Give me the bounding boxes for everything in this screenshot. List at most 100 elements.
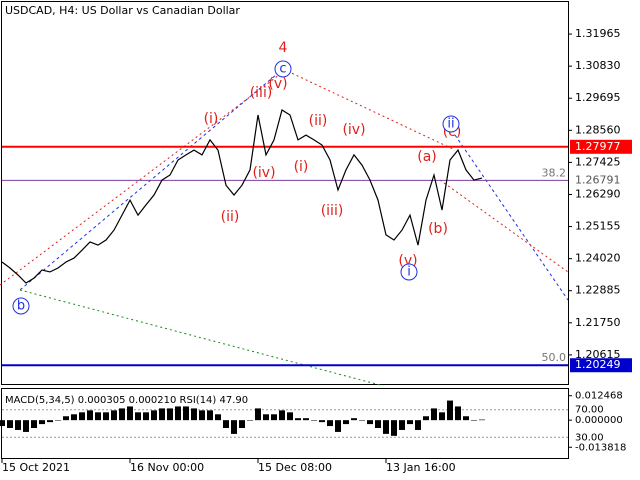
histogram-bar <box>351 418 357 421</box>
chart-title: USDCAD, H4: US Dollar vs Canadian Dollar <box>5 4 240 17</box>
histogram-bar <box>255 408 261 421</box>
histogram-bar <box>111 410 117 421</box>
histogram-bar <box>0 420 5 427</box>
histogram-bar <box>479 419 485 421</box>
main-frame <box>1 1 569 385</box>
y-tick-label: -0.013818 <box>575 442 626 453</box>
rsi-level-label: 70.00 <box>575 405 604 416</box>
wave-label: (i) <box>204 111 219 127</box>
histogram-bar <box>359 420 365 421</box>
y-tick-label: 1.30830 <box>575 59 621 72</box>
histogram-bar <box>447 400 453 421</box>
histogram-bar <box>87 410 93 421</box>
wave-label: (iv) <box>252 165 275 181</box>
histogram-bar <box>63 416 69 421</box>
wave-label: (ii) <box>309 113 328 129</box>
wave-label: (b) <box>428 221 448 237</box>
histogram-bar <box>215 414 221 421</box>
histogram-bar <box>7 420 13 429</box>
level-label: 1.26791 <box>575 173 621 186</box>
fib-label: 38.2 <box>542 166 567 179</box>
histogram-bar <box>175 406 181 421</box>
wave-label: (iv) <box>342 122 365 138</box>
y-tick-label: 1.20615 <box>575 348 621 361</box>
y-tick-label: 1.22885 <box>575 284 621 297</box>
y-tick-label: 1.21750 <box>575 316 621 329</box>
histogram-bar <box>127 406 133 421</box>
x-tick-label: 15 Oct 2021 <box>2 461 70 474</box>
level-tag <box>570 139 632 154</box>
histogram-bar <box>15 420 21 430</box>
histogram-bar <box>39 420 45 425</box>
histogram-bar <box>399 420 405 430</box>
level-label: 1.20249 <box>575 358 621 371</box>
trend-line <box>19 289 381 386</box>
histogram-bar <box>471 420 477 421</box>
y-tick-label: 1.29695 <box>575 91 621 104</box>
y-tick-label: 1.25155 <box>575 220 621 233</box>
wave-circle <box>442 115 460 133</box>
histogram-bar <box>55 420 61 421</box>
histogram-bar <box>143 412 149 421</box>
histogram-bar <box>31 420 37 429</box>
y-tick-label: 1.28560 <box>575 123 621 136</box>
histogram-bar <box>151 410 157 421</box>
histogram-bar <box>439 412 445 421</box>
wave-lines <box>0 68 569 386</box>
price-line <box>1 109 483 284</box>
y-tick-label: 1.27425 <box>575 155 621 168</box>
histogram-bar <box>407 420 413 425</box>
histogram-bar <box>303 418 309 421</box>
rsi-level-label: 30.00 <box>575 432 604 443</box>
wave-label: (iii) <box>321 203 344 219</box>
y-tick-label: 1.26290 <box>575 187 621 200</box>
y-tick-label: 1.24020 <box>575 252 621 265</box>
wave-label: (iii) <box>250 85 273 101</box>
histogram-bar <box>103 412 109 421</box>
wave-label: (ii) <box>221 209 240 225</box>
wave-circle <box>12 297 30 315</box>
wave-label: 4 <box>279 40 288 56</box>
histogram-bar <box>247 420 253 421</box>
wave-label: i <box>407 265 411 280</box>
histogram-bar <box>167 408 173 421</box>
histogram-bar <box>79 412 85 421</box>
histogram-bar <box>119 408 125 421</box>
histogram-bar <box>463 416 469 421</box>
histogram-bar <box>207 410 213 421</box>
wave-label: c <box>279 62 286 77</box>
trend-line <box>282 68 456 151</box>
y-tick-label: 0.000000 <box>575 415 623 426</box>
trend-line <box>0 71 284 286</box>
histogram-bar <box>295 418 301 421</box>
histogram-bar <box>375 420 381 429</box>
histogram-bar <box>223 420 229 429</box>
histogram-bar <box>391 420 397 436</box>
histogram-bar <box>311 420 317 421</box>
indicator-title: MACD(5,34,5) 0.000305 0.000210 RSI(14) 4… <box>5 395 248 406</box>
histogram-bar <box>239 420 245 429</box>
histogram-bar <box>423 416 429 421</box>
wave-label: (a) <box>417 149 437 165</box>
wave-circle <box>400 263 418 281</box>
histogram-bar <box>287 412 293 421</box>
histogram-bar <box>263 414 269 421</box>
y-tick-label: 0.012468 <box>575 391 623 402</box>
histogram-bar <box>199 410 205 421</box>
histogram-bar <box>191 408 197 421</box>
histogram-bar <box>23 420 29 432</box>
histogram-bar <box>383 420 389 434</box>
histogram-bar <box>71 414 77 421</box>
histogram-bar <box>183 406 189 421</box>
level-label: 1.27977 <box>575 140 621 153</box>
histogram-bar <box>271 414 277 421</box>
histogram-bar <box>431 408 437 421</box>
x-tick-label: 16 Nov 00:00 <box>130 461 204 474</box>
histogram-bar <box>327 420 333 427</box>
wave-label: ii <box>447 117 454 132</box>
histogram-bar <box>231 420 237 434</box>
level-tag <box>570 358 632 373</box>
histogram-bar <box>159 408 165 421</box>
